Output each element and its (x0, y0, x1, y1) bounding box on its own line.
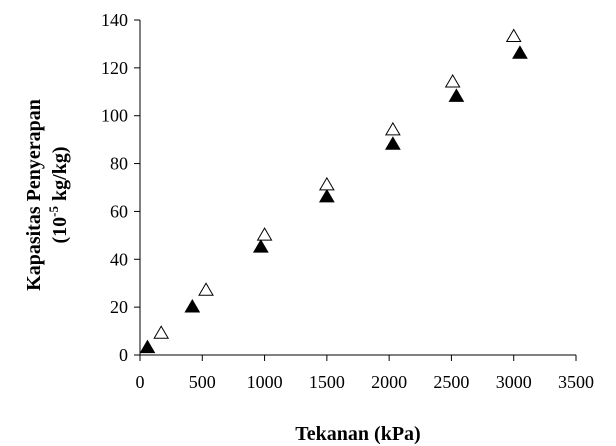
filled-triangle-point (512, 45, 528, 59)
y-tick-label: 20 (110, 297, 128, 317)
open-triangle-point (385, 121, 401, 136)
filled-triangle-point (139, 339, 156, 354)
series-1 (139, 45, 528, 354)
open-triangle-point (444, 74, 461, 88)
filled-triangle-point (385, 136, 401, 150)
series-2 (153, 28, 522, 339)
y-axis-title: Kapasitas Penyerapan (10-5 kg/kg) (23, 99, 71, 291)
x-tick-label: 3500 (558, 372, 594, 392)
x-ticks: 0 500 1000 1500 2000 2500 3000 3500 (136, 355, 594, 392)
y-axis-title-exponent: -5 (46, 205, 61, 216)
y-tick-label: 80 (110, 154, 128, 174)
y-axis-title-line2: (10-5 kg/kg) (46, 147, 71, 244)
filled-triangle-point (184, 298, 201, 313)
filled-triangle-point (252, 239, 269, 253)
x-tick-label: 2500 (433, 372, 469, 392)
x-tick-label: 0 (136, 372, 145, 392)
x-tick-label: 1000 (247, 372, 283, 392)
y-tick-label: 100 (101, 106, 128, 126)
x-tick-label: 3000 (496, 372, 532, 392)
y-axis-title-prefix: (10 (49, 217, 71, 244)
open-triangle-point (318, 176, 335, 191)
data-series (139, 28, 528, 354)
y-axis-title-suffix: kg/kg) (49, 147, 71, 206)
y-tick-label: 60 (110, 201, 128, 221)
y-tick-label: 120 (101, 58, 128, 78)
filled-triangle-point (318, 188, 335, 203)
x-tick-label: 2000 (371, 372, 407, 392)
open-triangle-point (153, 325, 170, 339)
filled-triangle-point (448, 88, 465, 102)
x-tick-label: 1500 (309, 372, 345, 392)
y-tick-label: 0 (119, 345, 128, 365)
y-tick-label: 140 (101, 10, 128, 30)
open-triangle-point (505, 28, 522, 43)
open-triangle-point (256, 227, 273, 241)
x-tick-label: 500 (189, 372, 216, 392)
x-axis-title: Tekanan (kPa) (295, 423, 420, 445)
y-ticks: 0 20 40 60 80 100 120 140 (101, 10, 140, 365)
axes (139, 20, 576, 356)
y-axis-title-line1: Kapasitas Penyerapan (23, 99, 45, 291)
y-tick-label: 40 (110, 249, 128, 269)
open-triangle-point (198, 282, 214, 296)
